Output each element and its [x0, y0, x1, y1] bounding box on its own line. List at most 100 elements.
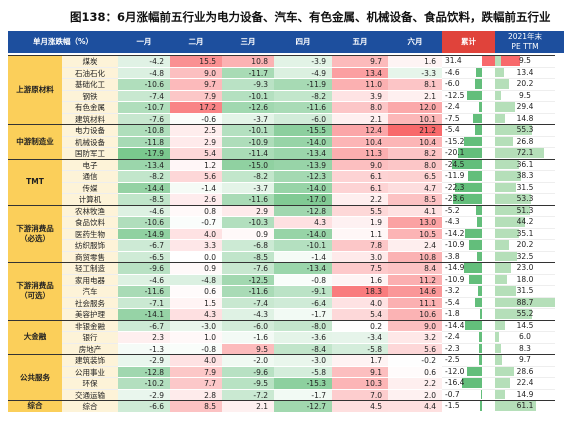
cum-cell: -5.4: [445, 297, 460, 307]
pe-bar: [495, 171, 521, 181]
month-cell: 2.1: [222, 400, 274, 412]
pe-cell: 29.4: [516, 102, 534, 111]
pe-bg: [495, 250, 555, 263]
month-cell: 0.9: [170, 262, 222, 274]
pe-bg: [495, 193, 555, 205]
month-cell: 9.7: [332, 55, 388, 67]
month-cell: -8.5: [222, 250, 274, 262]
month-cell: -1.6: [222, 331, 274, 343]
pe-cell: 8.3: [519, 343, 531, 353]
cum-cell: -0.7: [445, 389, 460, 399]
month-cell: 4.0: [170, 227, 222, 239]
month-cell: 4.1: [388, 204, 442, 216]
month-cell: -11.9: [274, 78, 332, 90]
month-cell: -2.0: [222, 354, 274, 366]
pe-bg: [495, 55, 555, 67]
month-cell: 4.0: [170, 354, 222, 366]
pe-bar: [495, 125, 533, 135]
month-cell: -12.3: [274, 170, 332, 182]
cum-bg: [442, 78, 495, 90]
month-cell: -12.8: [118, 365, 170, 377]
cum-bar: [466, 90, 482, 100]
cum-bar: [475, 297, 482, 307]
month-cell: 10.3: [332, 377, 388, 389]
month-cell: 9.0: [388, 319, 442, 331]
cum-bar: [467, 366, 482, 376]
month-cell: 5.6: [388, 342, 442, 354]
pe-bar: [495, 182, 517, 192]
cum-bar: [481, 389, 482, 399]
pe-bar: [495, 355, 502, 365]
month-cell: 5.4: [332, 308, 388, 320]
month-cell: -7.6: [222, 262, 274, 274]
cum-bar: [478, 355, 482, 365]
header-cell: 五月: [352, 37, 368, 46]
month-cell: -3.0: [170, 319, 222, 331]
pe-bg: [495, 273, 555, 286]
cum-bg: [442, 204, 495, 217]
pe-bg: [495, 285, 555, 297]
cum-bar: [468, 274, 482, 284]
month-cell: -11.6: [274, 101, 332, 113]
cum-cell: -1.8: [445, 309, 460, 318]
pe-bar: [495, 217, 525, 227]
pe-bg: [495, 354, 555, 366]
month-cell: -14.0: [274, 181, 332, 193]
month-cell: 4.0: [332, 296, 388, 308]
cum-bg: [442, 296, 495, 309]
month-cell: 13.0: [388, 216, 442, 228]
month-cell: -1.4: [170, 181, 222, 193]
cum-bar: [463, 136, 482, 146]
month-cell: -17.0: [274, 193, 332, 205]
pe-bar: [495, 366, 515, 376]
pe-bg: [495, 308, 555, 320]
month-cell: 3.3: [170, 239, 222, 251]
cum-cell: -14.4: [445, 320, 465, 330]
industry-cell: 基础化工: [62, 78, 118, 90]
cum-bg: [442, 308, 495, 320]
month-cell: 11.2: [388, 273, 442, 285]
pe-cell: 53.3: [516, 194, 534, 203]
month-cell: 10.6: [388, 308, 442, 320]
group-cell: TMT: [8, 158, 62, 205]
pe-cell: 38.3: [516, 171, 534, 180]
month-cell: -8.2: [118, 170, 170, 182]
month-cell: -4.6: [118, 273, 170, 285]
month-cell: 3.0: [332, 250, 388, 262]
industry-cell: 环保: [62, 377, 118, 389]
month-cell: -10.1: [274, 239, 332, 251]
month-cell: -0.7: [170, 216, 222, 228]
cum-cell: -12.0: [445, 366, 465, 376]
pe-bar: [495, 320, 505, 330]
cum-bg: [442, 135, 495, 148]
cum-bar: [464, 228, 482, 238]
month-cell: -11.7: [222, 66, 274, 78]
cum-cell: -24.5: [445, 159, 465, 169]
month-cell: -10.7: [118, 101, 170, 113]
industry-cell: 非银金融: [62, 319, 118, 331]
month-cell: 10.1: [388, 112, 442, 124]
month-cell: 7.5: [332, 262, 388, 274]
pe-cell: 20.2: [516, 79, 534, 88]
month-cell: -3.7: [222, 112, 274, 124]
month-cell: 2.9: [222, 204, 274, 216]
month-cell: -8.0: [274, 319, 332, 331]
cum-bg: [442, 216, 495, 228]
month-cell: -6.0: [222, 319, 274, 331]
cum-bg: [442, 227, 495, 240]
industry-cell: 建筑材料: [62, 112, 118, 124]
month-cell: -5.8: [332, 342, 388, 354]
month-cell: 17.2: [170, 101, 222, 113]
month-cell: -1.7: [274, 388, 332, 400]
pe-bg: [495, 239, 555, 251]
month-cell: 1.0: [170, 331, 222, 343]
month-cell: 3.2: [388, 331, 442, 343]
cum-cell: -14.2: [445, 228, 465, 238]
month-cell: -13.4: [118, 158, 170, 170]
industry-cell: 房地产: [62, 342, 118, 354]
pe-bar: [495, 251, 517, 261]
cum-bg: [442, 170, 495, 182]
month-cell: 0.9: [222, 227, 274, 239]
pe-bg: [495, 78, 555, 90]
header-cell: 三月: [240, 37, 256, 46]
